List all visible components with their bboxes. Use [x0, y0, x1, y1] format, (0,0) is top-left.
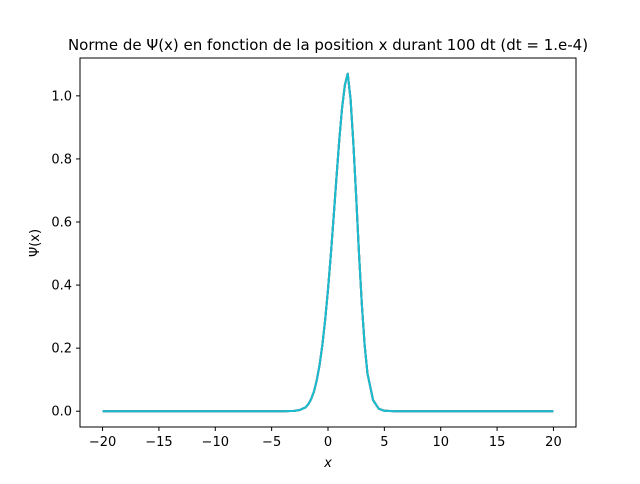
- y-axis-title: Ψ(x): [28, 229, 43, 257]
- y-tick-label: 0.6: [51, 216, 72, 231]
- x-axis-title: x: [323, 456, 332, 471]
- plot-area: −20 −15 −10 −5 0 5 10 15 20 0.0 0.2 0.4 0.6 0.8 1.0: [51, 57, 577, 450]
- y-tick-label: 0.4: [51, 279, 72, 294]
- x-tick-label: −15: [145, 435, 172, 450]
- x-tick-label: 15: [489, 435, 506, 450]
- y-tick-label: 0.2: [51, 342, 72, 357]
- y-tick-label: 1.0: [51, 89, 72, 104]
- x-tick-label: −20: [89, 435, 116, 450]
- x-tick-label: −5: [262, 435, 281, 450]
- x-tick-label: 20: [545, 435, 562, 450]
- x-tick-label: 5: [380, 435, 388, 450]
- y-tick-label: 0.8: [51, 152, 72, 167]
- x-tick-label: 10: [432, 435, 449, 450]
- x-tick-label: −10: [202, 435, 229, 450]
- chart-title: Norme de Ψ(x) en fonction de la position…: [68, 36, 588, 54]
- series-0-line-4: [102, 72, 554, 413]
- y-tick-label: 0.0: [51, 405, 72, 420]
- x-tick-label: 0: [324, 435, 332, 450]
